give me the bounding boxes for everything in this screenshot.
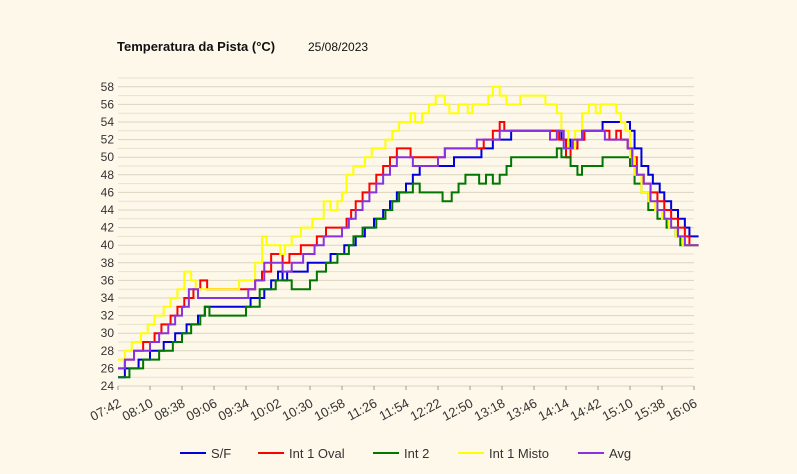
chart-date: 25/08/2023 — [308, 40, 369, 54]
x-tick-label: 08:38 — [152, 395, 188, 424]
legend-label: S/F — [211, 446, 231, 461]
legend: S/F Int 1 Oval Int 2 Int 1 Misto Avg — [180, 446, 631, 461]
x-tick-label: 13:18 — [472, 395, 508, 424]
x-tick-label: 16:06 — [664, 395, 700, 424]
y-tick-label: 24 — [101, 379, 115, 393]
x-tick-label: 09:06 — [184, 395, 220, 424]
x-tick-label: 13:46 — [504, 395, 540, 424]
legend-label: Int 1 Misto — [489, 446, 549, 461]
x-tick-label: 12:50 — [440, 395, 476, 424]
x-tick-label: 07:42 — [88, 395, 124, 424]
y-tick-label: 32 — [101, 309, 115, 323]
x-tick-label: 14:42 — [568, 395, 604, 424]
series-line — [118, 121, 699, 379]
x-tick-label: 10:58 — [312, 395, 348, 424]
series-group — [118, 85, 699, 379]
y-tick-label: 28 — [101, 344, 115, 358]
grid — [118, 77, 694, 387]
legend-label: Avg — [609, 446, 631, 461]
y-tick-label: 36 — [101, 273, 115, 287]
y-tick-label: 52 — [101, 133, 115, 147]
x-tick-label: 11:54 — [376, 395, 411, 423]
y-tick-label: 54 — [101, 115, 115, 129]
x-tick-label: 12:22 — [408, 395, 444, 424]
x-tick-label: 14:14 — [536, 395, 572, 424]
y-tick-label: 56 — [101, 97, 115, 111]
x-tick-label: 09:34 — [216, 395, 252, 424]
y-tick-label: 38 — [101, 256, 115, 270]
x-tick-label: 10:30 — [280, 395, 316, 424]
x-tick-label: 15:10 — [600, 395, 636, 424]
chart-title: Temperatura da Pista (°C) — [117, 39, 276, 54]
y-tick-label: 46 — [101, 185, 115, 199]
x-tick-label: 10:02 — [248, 395, 284, 424]
y-tick-label: 34 — [101, 291, 115, 305]
y-tick-label: 44 — [101, 203, 115, 217]
legend-label: Int 1 Oval — [289, 446, 345, 461]
y-tick-label: 30 — [101, 326, 115, 340]
series-line — [118, 147, 699, 379]
y-tick-label: 26 — [101, 361, 115, 375]
y-tick-label: 42 — [101, 221, 115, 235]
legend-label: Int 2 — [404, 446, 429, 461]
y-tick-label: 48 — [101, 168, 115, 182]
y-tick-label: 58 — [101, 80, 115, 94]
y-tick-label: 50 — [101, 150, 115, 164]
y-tick-label: 40 — [101, 238, 115, 252]
series-line — [118, 85, 699, 361]
x-tick-label: 15:38 — [632, 395, 668, 424]
x-tick-label: 11:26 — [344, 395, 379, 423]
x-tick-label: 08:10 — [120, 395, 156, 424]
series-line — [118, 129, 699, 370]
